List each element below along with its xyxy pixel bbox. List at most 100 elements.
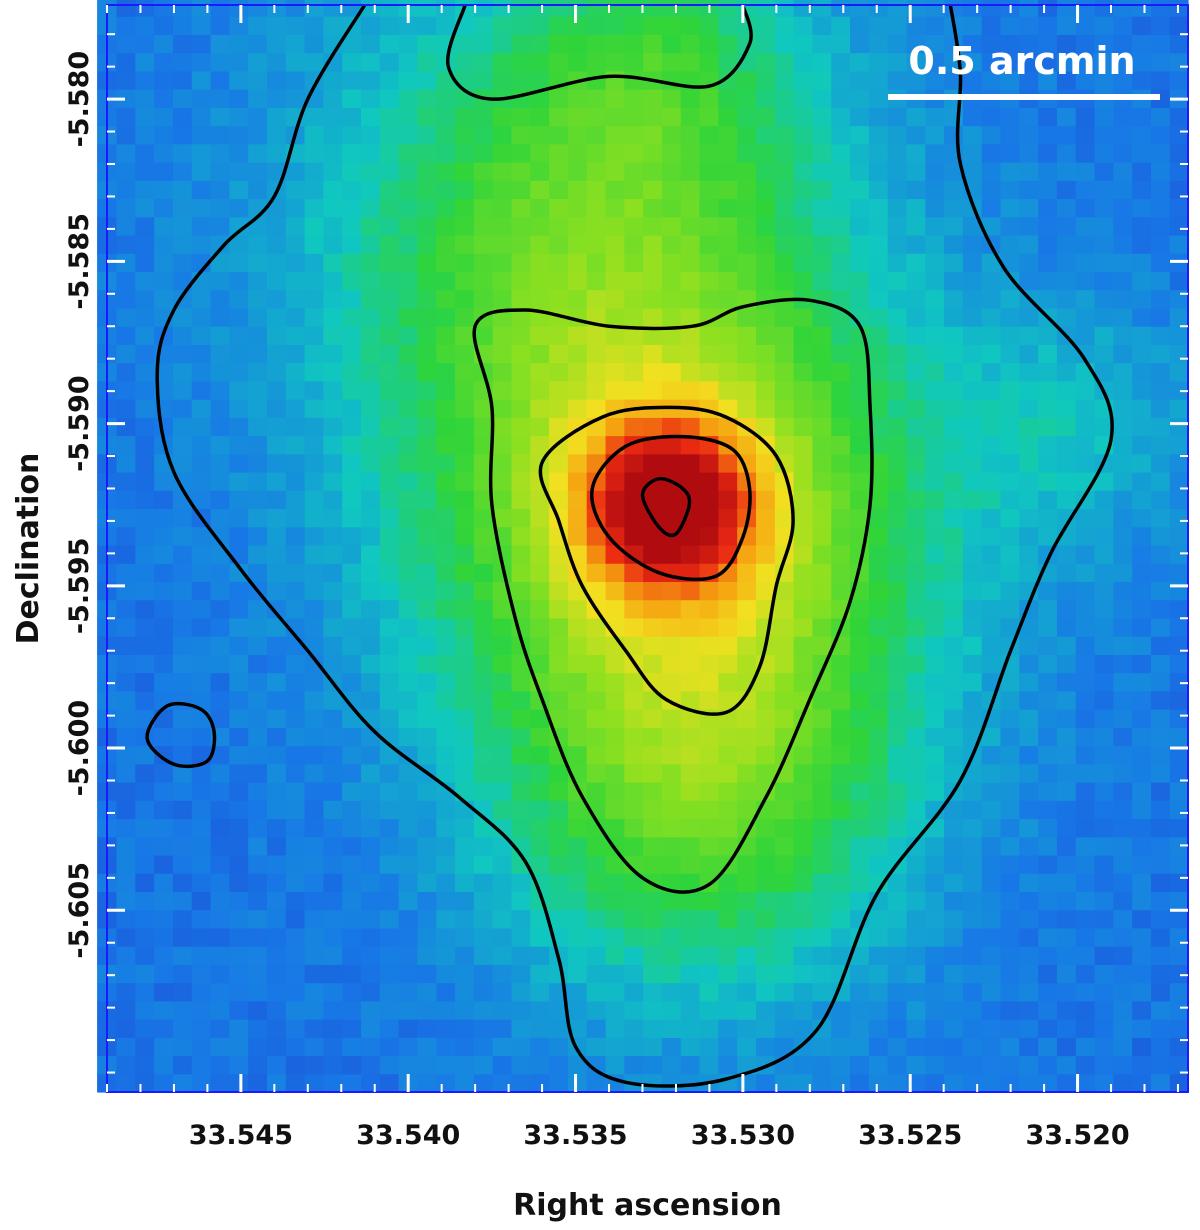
heatmap-pixel [134, 89, 155, 108]
heatmap-pixel [811, 362, 832, 382]
heatmap-pixel [341, 599, 362, 619]
heatmap-pixel [1150, 599, 1170, 619]
heatmap-pixel [774, 107, 794, 127]
heatmap-pixel [360, 526, 380, 546]
heatmap-pixel [680, 636, 700, 655]
heatmap-pixel [680, 891, 700, 911]
heatmap-pixel [1169, 216, 1189, 236]
heatmap-pixel [999, 16, 1020, 35]
heatmap-pixel [492, 380, 512, 400]
heatmap-pixel [266, 471, 286, 491]
heatmap-pixel [209, 654, 230, 674]
heatmap-pixel [830, 563, 851, 583]
heatmap-pixel [1056, 854, 1076, 874]
heatmap-pixel [454, 380, 474, 400]
heatmap-pixel [134, 709, 155, 728]
heatmap-pixel [285, 362, 305, 382]
heatmap-pixel [492, 216, 512, 236]
heatmap-pixel [1037, 873, 1057, 893]
heatmap-pixel [623, 198, 644, 218]
heatmap-pixel [172, 1073, 192, 1093]
heatmap-pixel [416, 180, 437, 200]
heatmap-pixel [1112, 727, 1133, 747]
heatmap-pixel [115, 873, 136, 893]
heatmap-pixel [1037, 271, 1057, 291]
heatmap-pixel [736, 198, 756, 218]
heatmap-pixel [943, 526, 963, 546]
heatmap-pixel [322, 690, 343, 710]
heatmap-pixel [454, 1000, 474, 1020]
heatmap-pixel [1056, 836, 1076, 856]
heatmap-pixel [416, 690, 437, 710]
heatmap-pixel [228, 873, 249, 893]
heatmap-pixel [285, 854, 305, 874]
heatmap-pixel [999, 216, 1020, 236]
heatmap-pixel [1169, 125, 1189, 145]
heatmap-pixel [398, 599, 418, 619]
heatmap-pixel [153, 581, 173, 601]
heatmap-pixel [905, 781, 926, 801]
heatmap-pixel [1150, 471, 1170, 491]
heatmap-pixel [398, 1019, 418, 1038]
heatmap-pixel [604, 490, 625, 510]
heatmap-pixel [285, 1000, 305, 1020]
heatmap-pixel [285, 745, 305, 765]
heatmap-pixel [303, 453, 324, 473]
heatmap-pixel [172, 1000, 192, 1020]
heatmap-pixel [830, 745, 851, 765]
heatmap-pixel [209, 453, 230, 473]
heatmap-pixel [1075, 964, 1095, 984]
heatmap-pixel [830, 781, 851, 801]
heatmap-pixel [943, 435, 963, 455]
heatmap-pixel [604, 344, 625, 364]
heatmap-pixel [868, 326, 888, 345]
heatmap-pixel [567, 672, 587, 692]
heatmap-pixel [755, 490, 775, 510]
heatmap-pixel [661, 435, 681, 455]
heatmap-pixel [680, 34, 700, 54]
heatmap-pixel [661, 0, 681, 17]
heatmap-pixel [774, 180, 794, 200]
heatmap-pixel [755, 253, 775, 272]
heatmap-pixel [736, 508, 756, 528]
heatmap-pixel [322, 0, 343, 17]
heatmap-pixel [586, 490, 606, 510]
heatmap-pixel [661, 964, 681, 984]
heatmap-pixel [247, 253, 267, 272]
heatmap-pixel [830, 52, 851, 72]
heatmap-pixel [849, 763, 869, 783]
heatmap-pixel [604, 326, 625, 345]
heatmap-pixel [285, 781, 305, 801]
heatmap-pixel [266, 1000, 286, 1020]
heatmap-pixel [1150, 781, 1170, 801]
heatmap-pixel [529, 34, 550, 54]
heatmap-pixel [793, 563, 813, 583]
heatmap-pixel [191, 672, 211, 692]
heatmap-pixel [134, 690, 155, 710]
heatmap-pixel [134, 800, 155, 820]
heatmap-pixel [586, 198, 606, 218]
heatmap-pixel [492, 909, 512, 929]
heatmap-pixel [1112, 435, 1133, 455]
heatmap-pixel [924, 143, 945, 163]
heatmap-pixel [191, 16, 211, 35]
heatmap-pixel [943, 234, 963, 254]
heatmap-pixel [811, 599, 832, 619]
heatmap-pixel [1075, 581, 1095, 601]
heatmap-pixel [266, 362, 286, 382]
heatmap-pixel [623, 16, 644, 35]
heatmap-pixel [774, 216, 794, 236]
heatmap-pixel [303, 891, 324, 911]
heatmap-pixel [1131, 636, 1151, 655]
heatmap-pixel [548, 763, 568, 783]
heatmap-pixel [887, 781, 907, 801]
heatmap-pixel [717, 1055, 738, 1075]
heatmap-pixel [736, 180, 756, 200]
heatmap-pixel [887, 1073, 907, 1093]
heatmap-pixel [473, 763, 493, 783]
heatmap-pixel [1169, 563, 1189, 583]
heatmap-pixel [811, 891, 832, 911]
heatmap-pixel [811, 417, 832, 437]
heatmap-pixel [416, 125, 437, 145]
heatmap-pixel [736, 946, 756, 965]
